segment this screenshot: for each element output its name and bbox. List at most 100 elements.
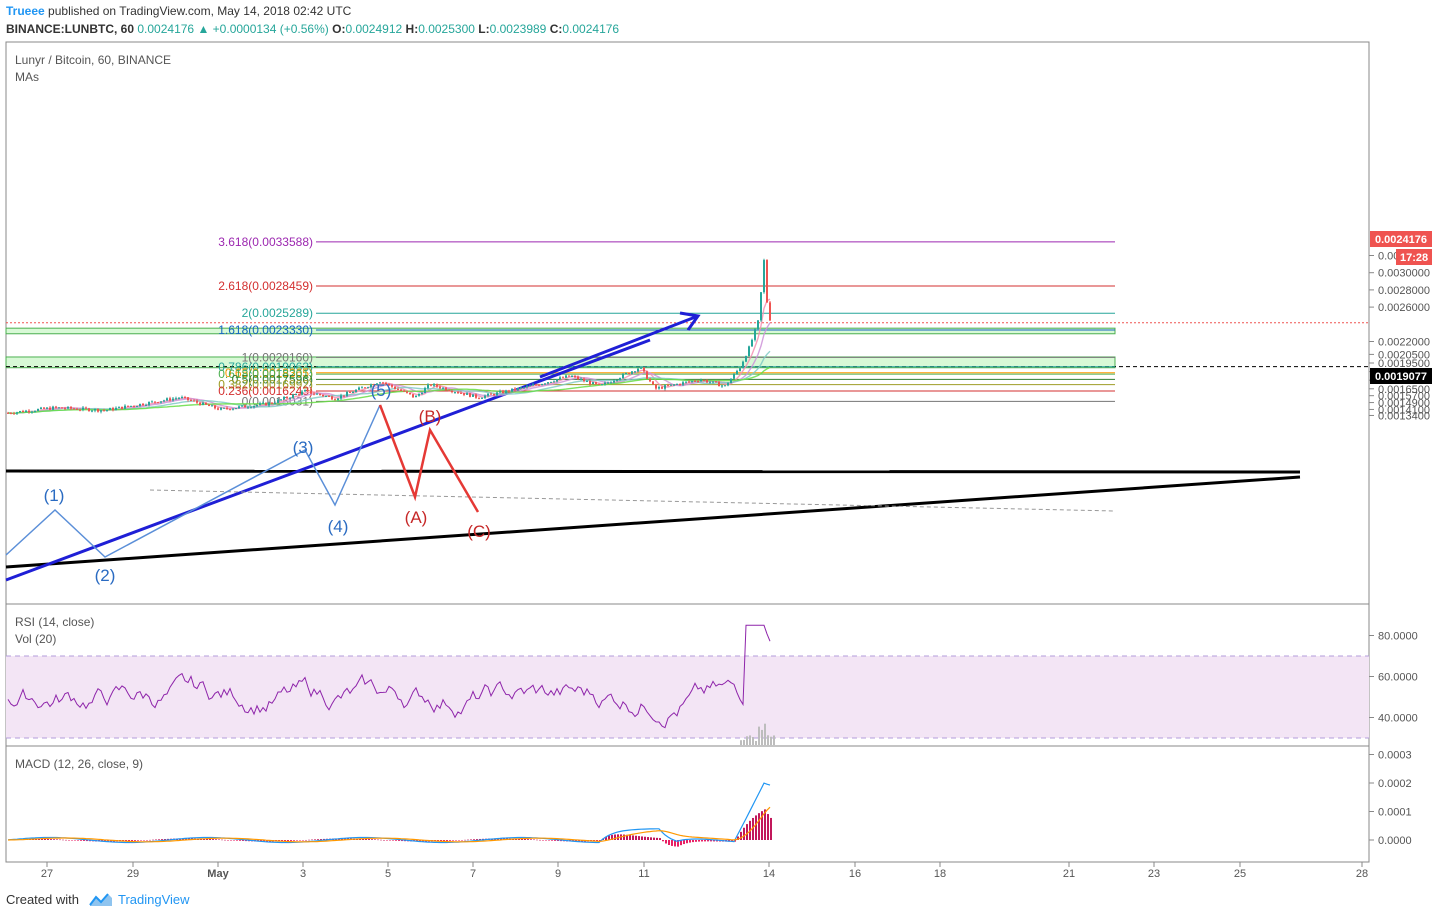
candle-body-66 [205, 402, 207, 405]
macd-hist-50 [50, 839, 52, 840]
macd-hist-305 [305, 839, 307, 841]
tradingview-link[interactable]: TradingView [118, 892, 190, 907]
macd-hist-710 [710, 840, 712, 842]
candle-body-47 [148, 401, 150, 405]
candle-body-180 [547, 382, 549, 384]
candle-body-130 [397, 388, 399, 390]
candle-body-160 [487, 393, 489, 396]
wave-label-0: (1) [44, 486, 65, 505]
chart-canvas[interactable]: 3.618(0.0033588) 2.618(0.0028459) 2(0.0025… [0, 0, 1439, 886]
support-trendline [5, 475, 1301, 569]
candle-body-129 [394, 386, 396, 389]
macd-hist-155 [155, 839, 157, 841]
author-link[interactable]: Trueee [6, 4, 45, 18]
bar-timer-badge [1396, 249, 1432, 265]
macd-hist-299 [299, 840, 301, 841]
macd-hist-56 [56, 839, 58, 840]
tradingview-logo-icon [89, 893, 112, 906]
macd-hist-395 [395, 840, 397, 841]
candle-body-63 [196, 400, 198, 403]
macd-hist-227 [227, 840, 229, 841]
volume-bar-749 [749, 735, 751, 745]
candle-body-51 [160, 401, 162, 403]
candle-body-144 [439, 386, 441, 389]
macd-line [7, 782, 771, 844]
candle-body-134 [409, 392, 411, 395]
price-tick-label-5: 0.0020500 [1378, 349, 1430, 361]
candle-body-12 [43, 407, 45, 409]
candle-body-79 [244, 405, 246, 408]
candle-body-101 [310, 390, 312, 394]
candle-body-198 [601, 384, 603, 386]
candle-body-44 [139, 403, 141, 407]
macd-hist-419 [419, 840, 421, 842]
macd-hist-713 [713, 840, 715, 842]
candle-body-38 [121, 406, 123, 409]
candle-body-240 [727, 383, 729, 386]
candle-body-6 [25, 410, 27, 413]
macd-hist-344 [344, 838, 346, 840]
candle-body-214 [649, 378, 651, 382]
candle-body-133 [406, 391, 408, 393]
low-value: 0.0023989 [489, 22, 547, 36]
candle-body-122 [373, 384, 375, 386]
candle-body-0 [7, 412, 9, 414]
candle-body-241 [730, 378, 732, 384]
candle-body-92 [283, 397, 285, 400]
time-tick-label-4: 5 [385, 868, 391, 880]
macd-hist-527 [527, 839, 529, 840]
candle-body-62 [193, 400, 195, 402]
macd-hist-107 [107, 840, 109, 842]
macd-hist-686 [686, 840, 688, 844]
macd-hist-86 [86, 840, 88, 842]
bar-timer-text: 17:28 [1400, 252, 1428, 264]
candle-body-117 [358, 387, 360, 390]
candle-body-102 [313, 393, 315, 395]
wave-label-2: (3) [293, 438, 314, 457]
candle-body-223 [676, 383, 678, 385]
candle-body-67 [208, 404, 210, 407]
candle-body-178 [541, 384, 543, 386]
macd-hist-365 [365, 838, 367, 840]
macd-hist-38 [38, 838, 40, 840]
macd-hist-668 [668, 840, 670, 845]
candle-body-3 [16, 412, 18, 414]
candle-body-105 [322, 394, 324, 397]
macd-hist-230 [230, 840, 232, 841]
candle-body-60 [187, 397, 189, 401]
macd-hist-704 [704, 840, 706, 842]
macd-hist-440 [440, 840, 442, 842]
candle-body-245 [742, 361, 744, 369]
candle-body-53 [166, 398, 168, 401]
candle-body-217 [658, 387, 660, 389]
open-value: 0.0024912 [345, 22, 403, 36]
macd-hist-770 [770, 817, 772, 840]
macd-hist-497 [497, 838, 499, 840]
candle-body-206 [625, 373, 627, 375]
candle-body-224 [679, 383, 681, 385]
volume-bar-746 [746, 736, 748, 745]
macd-hist-644 [644, 836, 646, 840]
last-price-badge [1370, 231, 1432, 247]
macd-hist-242 [242, 840, 244, 841]
candle-body-69 [214, 405, 216, 409]
candle-body-83 [256, 405, 258, 407]
candle-body-225 [682, 382, 684, 385]
fib-label-4: 1(0.0020160) [242, 350, 313, 364]
candle-body-184 [559, 377, 561, 380]
candle-body-153 [466, 393, 468, 395]
candle-body-61 [190, 400, 192, 402]
candle-body-236 [715, 381, 717, 383]
candle-body-162 [493, 394, 495, 396]
candle-body-138 [421, 393, 423, 395]
macd-hist-218 [218, 839, 220, 840]
macd-hist-476 [476, 839, 478, 840]
candle-body-185 [562, 377, 564, 379]
macd-tick-label-1: 0.0002 [1378, 778, 1412, 790]
candle-body-127 [388, 383, 390, 385]
macd-hist-215 [215, 839, 217, 840]
candle-body-176 [535, 384, 537, 386]
candle-body-248 [751, 339, 753, 347]
macd-hist-185 [185, 838, 187, 840]
macd-hist-761 [761, 811, 763, 840]
